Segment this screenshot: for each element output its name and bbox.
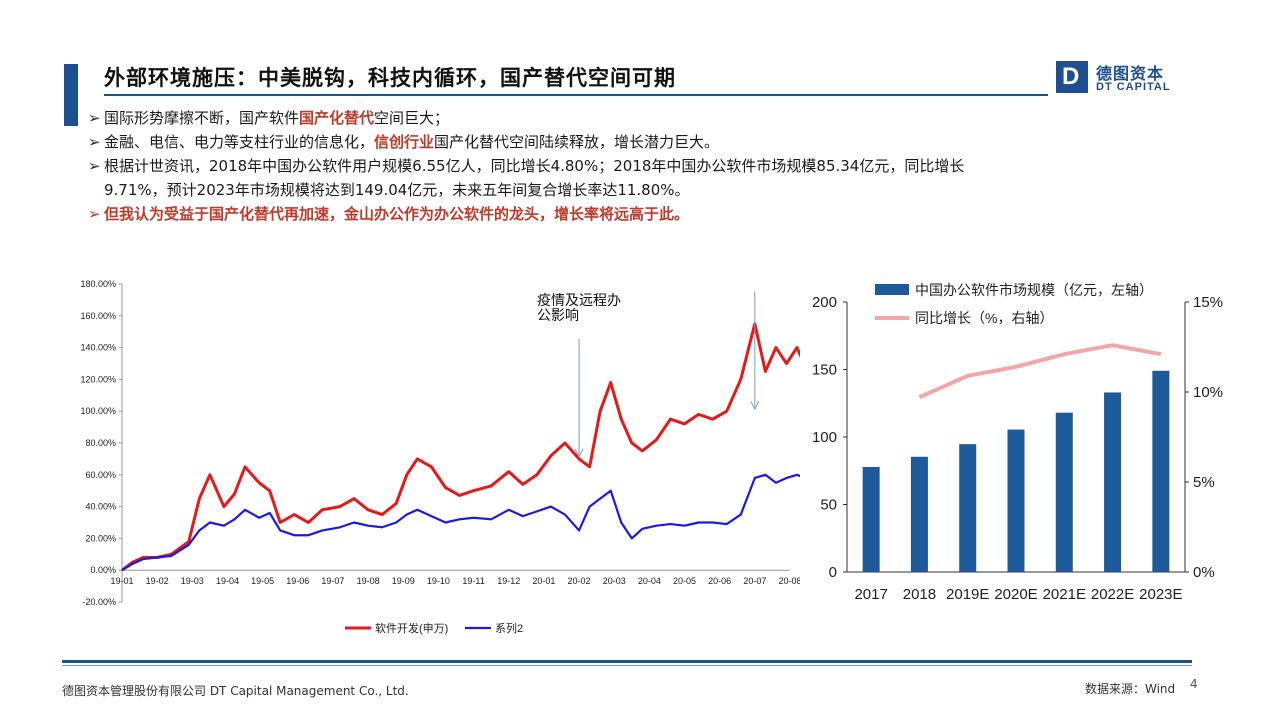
bullet-list: ➢ 国际形势摩擦不断，国产软件国产化替代空间巨大； ➢ 金融、电信、电力等支柱行… bbox=[88, 106, 1178, 226]
company-logo: D 德图资本 DT CAPITAL bbox=[1056, 60, 1181, 98]
bar-series-group bbox=[862, 370, 1170, 572]
x-tick-label: 19-01 bbox=[110, 576, 133, 586]
x-tick-label: 20-05 bbox=[673, 576, 696, 586]
y-left-tick-label: 0 bbox=[829, 564, 837, 581]
growth-rate-line bbox=[918, 343, 1162, 400]
x-tick-label: 20-04 bbox=[638, 576, 661, 586]
x-tick-label: 19-09 bbox=[392, 576, 415, 586]
line-chart: 180.00% 160.00% 140.00% 120.00% 100.00% 80.00… bbox=[80, 279, 800, 635]
market-size-bar bbox=[1007, 429, 1025, 572]
y-left-tick-label: 200 bbox=[812, 294, 837, 311]
annotation-label: 公影响 bbox=[537, 307, 579, 323]
arrow-bullet-icon: ➢ bbox=[88, 157, 101, 175]
x-tick-label: 19-06 bbox=[286, 576, 309, 586]
footer-source: 数据来源：Wind bbox=[1085, 682, 1176, 696]
x-tick-label: 2017 bbox=[854, 586, 887, 603]
bullet-item: ➢ 根据计世资讯，2018年中国办公软件用户规模6.55亿人，同比增长4.80%… bbox=[88, 154, 1178, 202]
y-left-tick-label: 100 bbox=[812, 429, 837, 446]
x-tick-label: 2023E bbox=[1139, 586, 1182, 603]
software-dev-series-line bbox=[121, 322, 800, 572]
arrow-bullet-icon: ➢ bbox=[88, 205, 101, 223]
x-axis: 19-01 19-02 19-03 19-04 19-05 19-06 19-07 19-08… bbox=[110, 569, 800, 586]
market-size-bar bbox=[862, 466, 880, 572]
legend-label: 系列2 bbox=[495, 621, 523, 635]
y-right-tick-label: 10% bbox=[1193, 384, 1223, 401]
annotation-arrow-icon bbox=[750, 400, 760, 411]
x-tick-label: 20-06 bbox=[708, 576, 731, 586]
market-size-bar bbox=[910, 456, 928, 572]
y-right-tick-label: 15% bbox=[1193, 294, 1223, 311]
market-size-bar bbox=[1152, 370, 1170, 572]
x-tick-label: 2020E bbox=[994, 586, 1037, 603]
y-left-tick-label: 150 bbox=[812, 362, 837, 379]
legend-bar-swatch bbox=[875, 284, 909, 295]
bullet-item: ➢ 金融、电信、电力等支柱行业的信息化，信创行业国产化替代空间陆续释放，增长潜力… bbox=[88, 130, 1178, 154]
title-underline bbox=[104, 94, 1048, 96]
arrow-bullet-icon: ➢ bbox=[88, 109, 101, 127]
x-tick-label: 19-12 bbox=[497, 576, 520, 586]
x-tick-label: 20-01 bbox=[532, 576, 555, 586]
x-tick-label: 19-02 bbox=[146, 576, 169, 586]
line-series-group bbox=[121, 322, 800, 572]
x-tick-label: 19-04 bbox=[216, 576, 239, 586]
x-tick-label: 20-07 bbox=[743, 576, 766, 586]
legend-label: 软件开发(申万) bbox=[375, 621, 448, 635]
y-tick-label: 80.00% bbox=[85, 438, 116, 448]
y-left-tick-label: 50 bbox=[820, 497, 837, 514]
y-tick-label: -20.00% bbox=[82, 597, 116, 607]
bullet-item-conclusion: ➢ 但我认为受益于国产化替代再加速，金山办公作为办公软件的龙头，增长率将远高于此… bbox=[88, 202, 1178, 226]
y-tick-label: 180.00% bbox=[80, 279, 116, 289]
footer-rule-thin bbox=[62, 665, 1192, 666]
x-tick-label: 19-07 bbox=[321, 576, 344, 586]
series2-line bbox=[121, 473, 800, 572]
x-tick-label: 20-08 bbox=[778, 576, 800, 586]
logo-mark-icon: D bbox=[1056, 61, 1088, 93]
x-tick-label: 19-03 bbox=[181, 576, 204, 586]
bar-line-chart: 0 50 100 150 200 0% 5% 10% 15% 2017 2018 2019E 2020E… bbox=[812, 282, 1223, 603]
y-tick-label: 40.00% bbox=[85, 502, 116, 512]
x-tick-label: 19-08 bbox=[357, 576, 380, 586]
legend-label: 中国办公软件市场规模（亿元，左轴） bbox=[915, 282, 1153, 298]
axes: 0 50 100 150 200 0% 5% 10% 15% 2017 2018 2019E 2020E… bbox=[812, 294, 1223, 603]
bullet-item: ➢ 国际形势摩擦不断，国产软件国产化替代空间巨大； bbox=[88, 106, 1178, 130]
y-right-tick-label: 0% bbox=[1193, 564, 1215, 581]
y-tick-label: 20.00% bbox=[85, 533, 116, 543]
arrow-bullet-icon: ➢ bbox=[88, 133, 101, 151]
chart-legend: 中国办公软件市场规模（亿元，左轴） 同比增长（%，右轴） bbox=[875, 282, 1153, 326]
x-tick-label: 19-05 bbox=[251, 576, 274, 586]
page-number: 4 bbox=[1190, 677, 1198, 691]
logo-cn-text: 德图资本 bbox=[1096, 64, 1165, 83]
page-title: 外部环境施压：中美脱钩，科技内循环，国产替代空间可期 bbox=[104, 66, 676, 90]
y-tick-label: 0.00% bbox=[90, 565, 116, 575]
growth-line-group bbox=[918, 343, 1162, 400]
y-tick-label: 100.00% bbox=[80, 406, 116, 416]
logo-en-text: DT CAPITAL bbox=[1096, 81, 1171, 93]
x-tick-label: 19-10 bbox=[427, 576, 450, 586]
y-tick-label: 60.00% bbox=[85, 470, 116, 480]
title-accent-bar bbox=[64, 64, 78, 126]
x-tick-label: 20-02 bbox=[568, 576, 591, 586]
market-size-bar bbox=[1055, 412, 1073, 572]
annotation-arrow-icon bbox=[574, 448, 584, 459]
annotation-label: 疫情及远程办 bbox=[537, 292, 621, 308]
y-tick-label: 120.00% bbox=[80, 374, 116, 384]
legend-label: 同比增长（%，右轴） bbox=[915, 310, 1053, 326]
y-tick-label: 140.00% bbox=[80, 343, 116, 353]
x-tick-label: 2021E bbox=[1043, 586, 1086, 603]
x-tick-label: 2022E bbox=[1091, 586, 1134, 603]
y-tick-label: 160.00% bbox=[80, 311, 116, 321]
x-tick-label: 19-11 bbox=[462, 576, 484, 586]
x-tick-label: 20-03 bbox=[603, 576, 626, 586]
y-axis: 180.00% 160.00% 140.00% 120.00% 100.00% 80.00… bbox=[80, 279, 123, 607]
market-size-bar bbox=[1104, 392, 1122, 572]
chart-legend: 软件开发(申万) 系列2 bbox=[345, 621, 523, 635]
x-tick-label: 2018 bbox=[903, 586, 936, 603]
market-size-bar bbox=[959, 444, 977, 572]
y-right-tick-label: 5% bbox=[1193, 474, 1215, 491]
footer-rule bbox=[62, 660, 1192, 663]
footer-company: 德图资本管理股份有限公司 DT Capital Management Co., … bbox=[62, 684, 409, 698]
x-tick-label: 2019E bbox=[946, 586, 989, 603]
annotation-group: 疫情及远程办公影响结构性牛市 bbox=[537, 291, 760, 459]
